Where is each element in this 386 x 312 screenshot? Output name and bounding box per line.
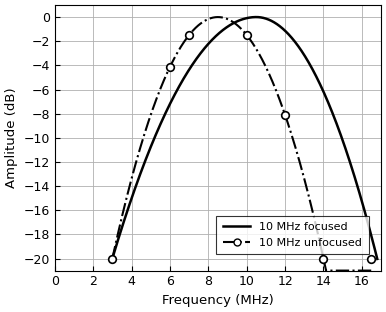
Y-axis label: Amplitude (dB): Amplitude (dB): [5, 87, 18, 188]
Legend: 10 MHz focused, 10 MHz unfocused: 10 MHz focused, 10 MHz unfocused: [216, 216, 369, 254]
X-axis label: Frequency (MHz): Frequency (MHz): [162, 294, 274, 307]
